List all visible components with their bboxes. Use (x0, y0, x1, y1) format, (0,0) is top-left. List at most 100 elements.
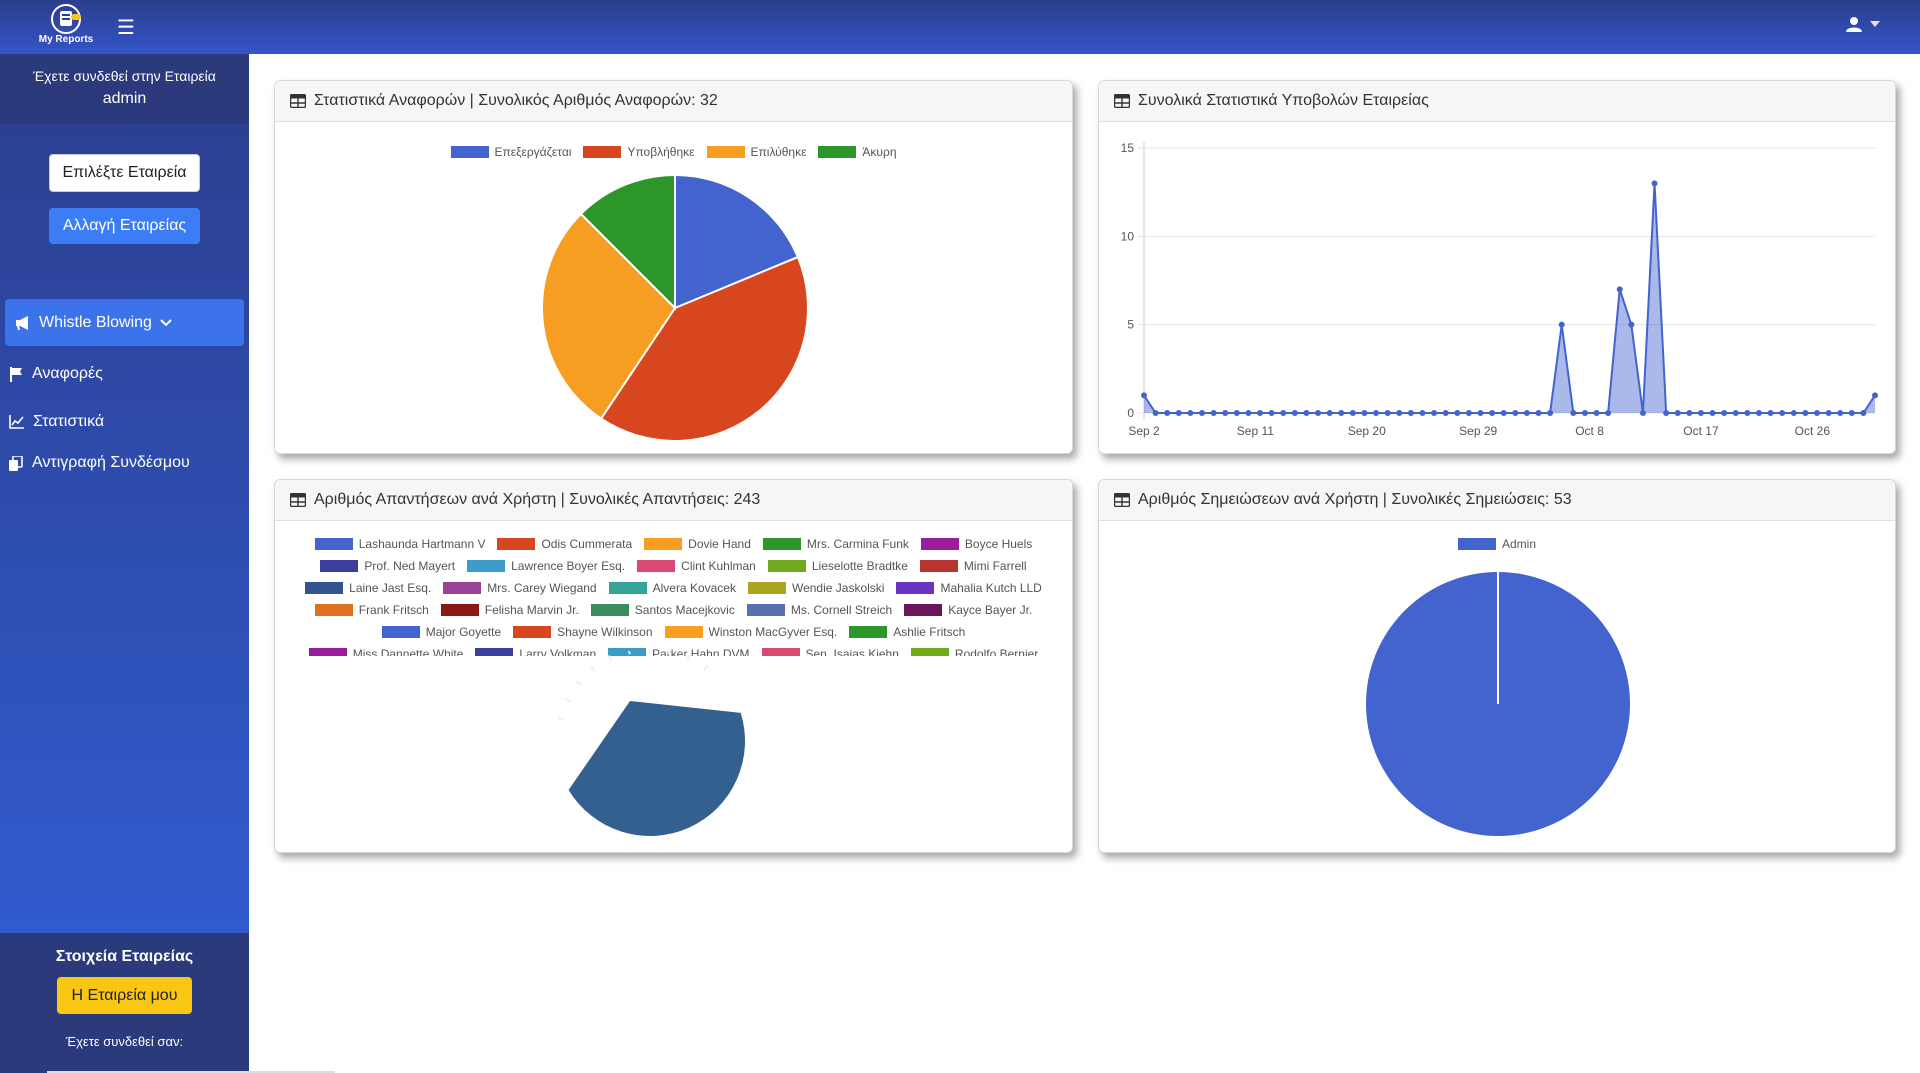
pie-slice-edge (590, 665, 596, 672)
data-point (1361, 410, 1368, 416)
pie-slice-edge (564, 697, 571, 703)
legend-item[interactable]: Υποβλήθηκε (583, 141, 695, 163)
connected-company-name: admin (102, 90, 147, 107)
card-header: Αριθμός Απαντήσεων ανά Χρήστη | Συνολικέ… (275, 480, 1072, 521)
sidebar-item-statistics[interactable]: Στατιστικά (9, 413, 104, 431)
legend-item[interactable]: Mrs. Carmina Funk (762, 533, 909, 555)
legend-item[interactable]: Winston MacGyver Esq. (664, 621, 838, 643)
legend-item[interactable]: Parker Hahn DVM (608, 643, 750, 656)
sidebar-item-whistle-blowing[interactable]: Whistle Blowing (5, 299, 244, 346)
select-company-button[interactable]: Επιλέξτε Εταιρεία (49, 154, 200, 192)
legend-item[interactable]: Santos Macejkovic (590, 599, 735, 621)
legend-item[interactable]: Larry Volkman (475, 643, 596, 656)
legend-item[interactable]: Boyce Huels (920, 533, 1032, 555)
legend-item[interactable]: Major Goyette (381, 621, 501, 643)
legend-label: Επιλύθηκε (750, 145, 807, 159)
chart-legend: Admin (1099, 521, 1895, 555)
legend-item[interactable]: Mahalia Kutch LLD (896, 577, 1042, 599)
legend-label: Larry Volkman (519, 647, 597, 656)
legend-item[interactable]: Mrs. Carey Wiegand (443, 577, 597, 599)
pie-slice-edge (607, 654, 613, 662)
legend-item[interactable]: Lieselotte Bradtke (767, 555, 908, 577)
legend-item[interactable]: Lawrence Boyer Esq. (467, 555, 625, 577)
legend-swatch (450, 146, 489, 158)
legend-swatch (608, 648, 647, 656)
legend-label: Felisha Marvin Jr. (484, 603, 579, 617)
legend-item[interactable]: Alvera Kovacek (608, 577, 736, 599)
legend-item[interactable]: Felisha Marvin Jr. (440, 599, 579, 621)
data-point (1837, 410, 1844, 416)
legend-label: Shayne Wilkinson (557, 625, 653, 639)
legend-label: Santos Macejkovic (634, 603, 735, 617)
data-point (1663, 410, 1670, 416)
change-company-button[interactable]: Αλλαγή Εταιρείας (49, 208, 200, 244)
legend-swatch (910, 648, 949, 656)
legend-item[interactable]: Clint Kuhlman (637, 555, 756, 577)
chevron-down-icon (160, 318, 172, 326)
answers-per-user-card: Αριθμός Απαντήσεων ανά Χρήστη | Συνολικέ… (274, 479, 1073, 853)
logged-in-as-label: Έχετε συνδεθεί σαν: (65, 1034, 184, 1049)
legend-label: Winston MacGyver Esq. (708, 625, 838, 639)
chart-legend: Lashaunda Hartmann V Odis Cummerata Dovie … (275, 521, 1072, 656)
legend-item[interactable]: Wendie Jaskolski (747, 577, 884, 599)
legend-item[interactable]: Shayne Wilkinson (513, 621, 653, 643)
legend-swatch (467, 560, 506, 572)
legend-item[interactable]: Dovie Hand (644, 533, 751, 555)
user-menu[interactable] (1846, 16, 1880, 32)
data-point (1477, 410, 1484, 416)
legend-swatch (590, 604, 629, 616)
area-fill (1144, 183, 1875, 413)
legend-swatch (761, 648, 800, 656)
y-tick-label: 15 (1121, 141, 1135, 155)
pie-slice (568, 701, 745, 836)
legend-swatch (919, 560, 958, 572)
data-point (1187, 410, 1194, 416)
my-company-button[interactable]: Η Εταιρεία μου (57, 977, 192, 1014)
app-logo[interactable]: My Reports (36, 2, 96, 52)
data-point (1257, 410, 1264, 416)
data-point (1454, 410, 1461, 416)
pie-slice-edge (703, 664, 709, 671)
legend-item[interactable]: Miss Dannette White (308, 643, 463, 656)
card-title: Συνολικά Στατιστικά Υποβολών Εταιρείας (1138, 92, 1429, 109)
data-point (1280, 410, 1287, 416)
legend-item[interactable]: Frank Fritsch (314, 599, 429, 621)
logo-text: My Reports (38, 34, 94, 45)
legend-item[interactable]: Prof. Ned Mayert (320, 555, 455, 577)
legend-item[interactable]: Ashlie Fritsch (849, 621, 965, 643)
legend-swatch (608, 582, 647, 594)
data-point (1872, 392, 1878, 399)
y-tick-label: 10 (1121, 229, 1135, 243)
connected-company-label: Έχετε συνδεθεί στην Εταιρεία (33, 68, 216, 84)
data-point (1802, 410, 1809, 416)
legend-swatch (440, 604, 479, 616)
legend-label: Parker Hahn DVM (652, 647, 750, 656)
data-point (1639, 410, 1646, 416)
data-point (1141, 392, 1147, 399)
legend-label: Frank Fritsch (358, 603, 429, 617)
sidebar-item-copy-link[interactable]: Αντιγραφή Συνδέσμου (9, 454, 190, 472)
legend-item[interactable]: Kayce Bayer Jr. (904, 599, 1032, 621)
data-point (1558, 321, 1565, 328)
legend-item[interactable]: Επεξεργάζεται (450, 141, 571, 163)
legend-item[interactable]: Odis Cummerata (497, 533, 632, 555)
legend-item[interactable]: Sen. Isaias Kiehn (761, 643, 899, 656)
legend-swatch (475, 648, 514, 656)
legend-item[interactable]: Άκυρη (818, 141, 897, 163)
legend-item[interactable]: Rodolfo Bernier (910, 643, 1038, 656)
hamburger-menu-icon[interactable]: ☰ (117, 17, 135, 39)
logo-icon (47, 2, 85, 36)
data-point (1744, 410, 1751, 416)
legend-item[interactable]: Ms. Cornell Streich (746, 599, 892, 621)
company-details-panel: Στοιχεία Εταιρείας Η Εταιρεία μου Έχετε … (0, 933, 249, 1073)
report-stats-card: Στατιστικά Αναφορών | Συνολικός Αριθμός … (274, 80, 1073, 454)
legend-item[interactable]: Admin (1457, 533, 1536, 555)
legend-item[interactable]: Επιλύθηκε (706, 141, 807, 163)
data-point (1686, 410, 1693, 416)
sidebar-item-reports[interactable]: Αναφορές (9, 365, 103, 383)
legend-item[interactable]: Mimi Farrell (919, 555, 1027, 577)
legend-item[interactable]: Lashaunda Hartmann V (314, 533, 485, 555)
legend-label: Mrs. Carmina Funk (806, 537, 909, 551)
legend-item[interactable]: Laine Jast Esq. (305, 577, 431, 599)
data-point (1326, 410, 1333, 416)
